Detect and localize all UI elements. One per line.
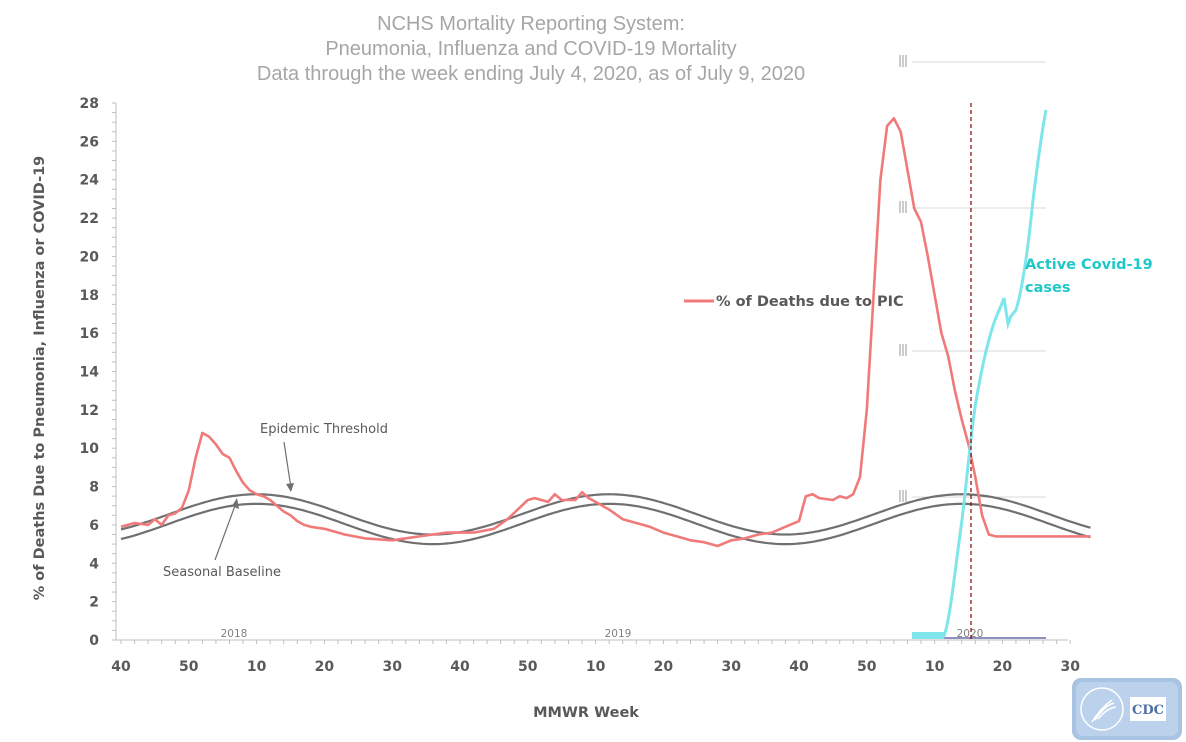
x-tick-label: 30: [1060, 659, 1080, 675]
pic-deaths-line: [120, 117, 1091, 548]
cdc-logo-text: CDC: [1132, 703, 1164, 718]
y-tick-label: 16: [80, 326, 99, 342]
x-tick-label: 20: [993, 659, 1013, 675]
annotation-baseline-arrowhead: [232, 498, 239, 509]
y-tick-label: 18: [80, 288, 99, 304]
x-tick-label: 10: [247, 659, 267, 675]
y-tick-label: 10: [80, 441, 100, 457]
covid-layer: [912, 109, 1048, 639]
x-tick-label: 20: [315, 659, 335, 675]
x-tick-label: 10: [586, 659, 606, 675]
x-tick-label: 50: [518, 659, 538, 675]
chart-title-line-1: NCHS Mortality Reporting System:: [377, 13, 685, 35]
covid-label-line-2: cases: [1025, 280, 1070, 296]
x-tick-label: 30: [382, 659, 402, 675]
x-tick-label: 40: [111, 659, 131, 675]
cdc-logo: CDC: [1072, 678, 1182, 740]
x-tick-label: 40: [789, 659, 809, 675]
y-tick-label: 6: [89, 518, 99, 534]
x-tick-label: 50: [857, 659, 877, 675]
y-tick-label: 24: [80, 173, 100, 189]
y-tick-label: 8: [89, 480, 99, 496]
x-tick-label: 10: [925, 659, 945, 675]
epidemic-threshold-line: [120, 493, 1091, 536]
y-tick-label: 22: [80, 211, 99, 227]
y-tick-label: 28: [80, 96, 99, 112]
annotation-epidemic-threshold: Epidemic Threshold: [260, 422, 388, 437]
y-tick-label: 12: [80, 403, 99, 419]
annotation-threshold-arrowhead: [286, 483, 294, 492]
year-label-2019: 2019: [605, 628, 632, 640]
covid-cases-line: [912, 109, 1048, 638]
y-axis-label: % of Deaths Due to Pneumonia, Influenza …: [32, 156, 48, 601]
chart-title-line-2: Pneumonia, Influenza and COVID-19 Mortal…: [325, 38, 736, 60]
chart-title-line-3: Data through the week ending July 4, 202…: [257, 63, 805, 85]
y-tick-label: 4: [89, 556, 99, 572]
y-tick-label: 26: [80, 134, 99, 150]
seasonal-baseline-line: [120, 502, 1091, 546]
y-tick-label: 0: [89, 633, 99, 649]
year-label-2018: 2018: [221, 628, 248, 640]
legend-label-pic: % of Deaths due to PIC: [716, 294, 904, 310]
x-tick-labels: 40 50 10 20 30 40 50 10 20 30 40 50 10 20 30: [111, 659, 1080, 675]
series-layer: [120, 117, 1091, 548]
overlay-axis-fragments: [899, 55, 907, 502]
annotation-seasonal-baseline: Seasonal Baseline: [163, 565, 281, 580]
y-tick-label: 14: [80, 365, 100, 381]
x-axis-label: MMWR Week: [533, 705, 639, 721]
x-tick-label: 30: [721, 659, 741, 675]
x-tick-label: 40: [450, 659, 470, 675]
x-minor-ticks: [120, 640, 1071, 644]
y-tick-label: 2: [89, 595, 99, 611]
y-tick-label: 20: [80, 249, 100, 265]
covid-label-line-1: Active Covid-19: [1025, 257, 1153, 273]
annotation-threshold-arrow: [283, 441, 292, 489]
annotation-baseline-arrow: [214, 502, 237, 561]
x-tick-label: 20: [654, 659, 674, 675]
hhs-eagle-profile: [1091, 699, 1117, 723]
x-tick-label: 50: [179, 659, 199, 675]
hhs-eagle-icon: [1080, 687, 1124, 731]
y-minor-ticks: [112, 102, 116, 641]
